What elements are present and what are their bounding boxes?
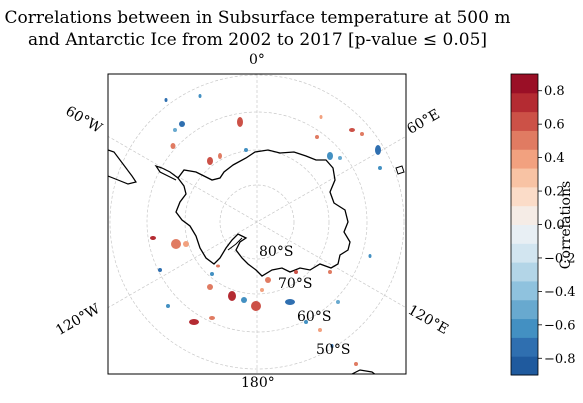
colorbar-label: Correlations <box>558 181 574 269</box>
colorbar-segment <box>511 299 538 320</box>
colorbar-segment <box>511 356 538 376</box>
australia-coastline <box>351 369 376 374</box>
antarctica-coastline <box>175 149 351 277</box>
map-gridlines <box>108 74 406 374</box>
colorbar-segment <box>511 149 538 169</box>
colorbar-segment <box>511 111 538 131</box>
colorbar-segment <box>511 243 538 263</box>
colorbar-ticks: 0.8 0.6 0.4 0.2 0.0 −0.2 −0.4 −0.6 −0.8 <box>538 84 576 367</box>
longitude-label-0: 0° <box>249 52 265 68</box>
colorbar-segment <box>511 74 538 94</box>
colorbar-tick-label: −0.2 <box>544 251 576 266</box>
latitude-label-60s: 60°S <box>297 309 332 325</box>
longitude-label-180: 180° <box>241 375 275 391</box>
colorbar-tick-label: 0.6 <box>544 118 565 133</box>
colorbar-segment <box>511 205 538 225</box>
positive-correlation-patches <box>150 115 364 366</box>
map-frame <box>107 73 407 375</box>
island-coastline <box>395 165 405 175</box>
latitude-label-70s: 70°S <box>278 276 313 292</box>
colorbar-tick-label: 0.0 <box>544 218 565 233</box>
colorbar-tick-label: −0.6 <box>544 318 576 333</box>
colorbar <box>511 74 538 376</box>
colorbar-tick-label: 0.4 <box>544 151 565 166</box>
south-america-coastline <box>108 149 137 185</box>
colorbar-segment <box>511 186 538 207</box>
colorbar-segment <box>511 262 538 282</box>
negative-correlation-patches <box>158 94 382 348</box>
chart-title-line-1: Correlations between in Subsurface tempe… <box>4 8 511 28</box>
colorbar-tick-label: −0.4 <box>544 285 576 300</box>
colorbar-tick-label: 0.2 <box>544 185 565 200</box>
ice-shelf-edge <box>227 237 243 251</box>
colorbar-segment <box>511 130 538 150</box>
colorbar-tick-label: 0.8 <box>544 84 565 99</box>
colorbar-segment <box>511 168 538 188</box>
map-plot-area <box>108 74 406 374</box>
colorbar-segment <box>511 224 538 244</box>
colorbar-segment <box>511 318 538 338</box>
colorbar-segment <box>511 92 538 113</box>
colorbar-segment <box>511 280 538 301</box>
chart-title-line-2: and Antarctic Ice from 2002 to 2017 [p-v… <box>27 30 488 50</box>
colorbar-tick-label: −0.8 <box>544 352 576 367</box>
latitude-label-80s: 80°S <box>259 244 294 260</box>
colorbar-segment <box>511 337 538 357</box>
antarctic-peninsula <box>154 164 179 181</box>
latitude-label-50s: 50°S <box>316 342 351 358</box>
